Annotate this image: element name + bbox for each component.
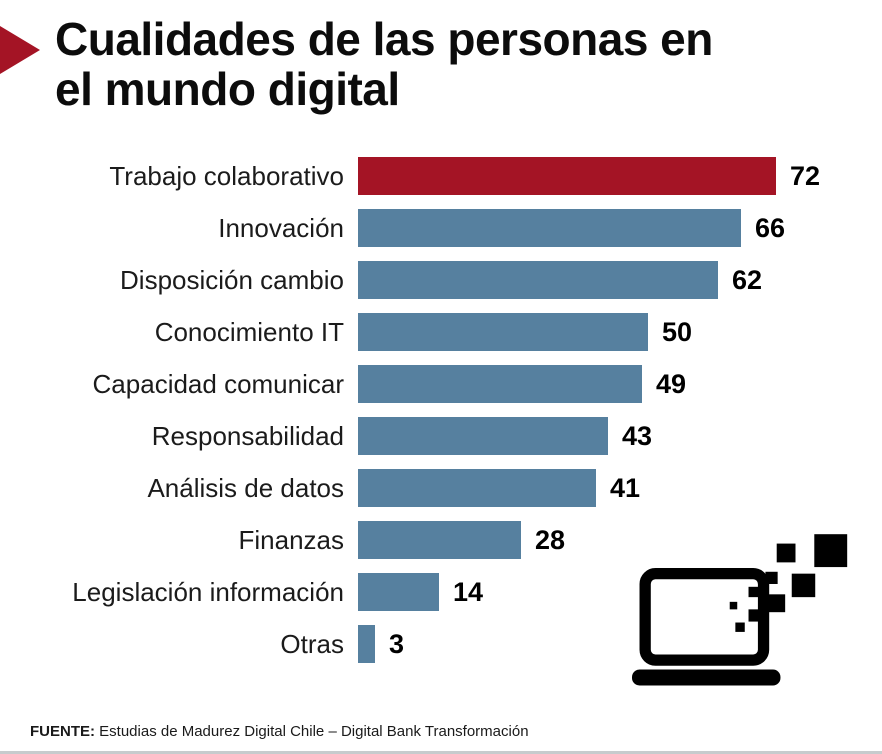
bar-row: Conocimiento IT 50 xyxy=(0,306,882,358)
header: Cualidades de las personas en el mundo d… xyxy=(0,0,882,114)
bar-row: Responsabilidad 43 xyxy=(0,410,882,462)
bar-row: Finanzas 28 xyxy=(0,514,882,566)
category-label: Legislación información xyxy=(72,576,344,607)
bar xyxy=(358,157,776,196)
value-label: 3 xyxy=(389,628,405,659)
category-label: Finanzas xyxy=(238,524,345,555)
bar-track: 62 xyxy=(358,261,882,300)
category-label: Análisis de datos xyxy=(147,472,344,503)
value-label: 72 xyxy=(790,160,821,191)
value-label: 62 xyxy=(732,264,763,295)
laptop-with-pixels-icon xyxy=(632,534,850,698)
source-label: FUENTE: xyxy=(30,723,95,740)
category-label: Otras xyxy=(280,628,344,659)
category-label: Innovación xyxy=(218,212,344,243)
bar-track: 41 xyxy=(358,469,882,508)
bar-row: Capacidad comunicar 49 xyxy=(0,358,882,410)
bar-row: Trabajo colaborativo 72 xyxy=(0,150,882,202)
bar-track: 66 xyxy=(358,209,882,248)
bar xyxy=(358,573,439,612)
bar-track: 28 xyxy=(358,521,882,560)
value-label: 41 xyxy=(610,472,641,503)
bar-track: 43 xyxy=(358,417,882,456)
bar-row: Análisis de datos 41 xyxy=(0,462,882,514)
bar xyxy=(358,209,741,248)
bar-row: Innovación 66 xyxy=(0,202,882,254)
value-label: 14 xyxy=(453,576,484,607)
bar-track: 3 xyxy=(358,625,882,664)
bar xyxy=(358,261,718,300)
bar-chart: Trabajo colaborativo 72 Innovación 66 Dispos… xyxy=(0,150,882,670)
bar-row: Disposición cambio 62 xyxy=(0,254,882,306)
page-title-line1: Cualidades de las personas en xyxy=(55,13,713,65)
page-title-line2: el mundo digital xyxy=(55,63,400,116)
source-note: FUENTE: Estudias de Madurez Digital Chil… xyxy=(30,723,529,740)
bar xyxy=(358,625,375,664)
value-label: 49 xyxy=(656,368,687,399)
bar-track: 72 xyxy=(358,157,882,196)
value-label: 50 xyxy=(662,316,693,347)
bar xyxy=(358,469,596,508)
value-label: 66 xyxy=(755,212,786,243)
bar-track: 49 xyxy=(358,365,882,404)
category-label: Conocimiento IT xyxy=(154,316,344,347)
bar-track: 50 xyxy=(358,313,882,352)
bottom-divider xyxy=(0,751,882,754)
category-label: Responsabilidad xyxy=(151,420,344,451)
category-label: Disposición cambio xyxy=(120,264,344,295)
category-label: Trabajo colaborativo xyxy=(109,160,344,191)
bar-chart-rows: Trabajo colaborativo 72 Innovación 66 Dispos… xyxy=(0,150,882,670)
red-arrow-icon xyxy=(0,26,40,74)
source-text: Estudias de Madurez Digital Chile – Digi… xyxy=(95,723,529,740)
bar-row: Legislación información 14 xyxy=(0,566,882,618)
value-label: 28 xyxy=(535,524,566,555)
bar xyxy=(358,365,642,404)
category-label: Capacidad comunicar xyxy=(92,368,344,399)
bar xyxy=(358,521,521,560)
bar xyxy=(358,417,608,456)
bar-row: Otras 3 xyxy=(0,618,882,670)
bar xyxy=(358,313,648,352)
value-label: 43 xyxy=(622,420,653,451)
page-title: Cualidades de las personas en el mundo d… xyxy=(55,14,713,114)
bar-track: 14 xyxy=(358,573,882,612)
